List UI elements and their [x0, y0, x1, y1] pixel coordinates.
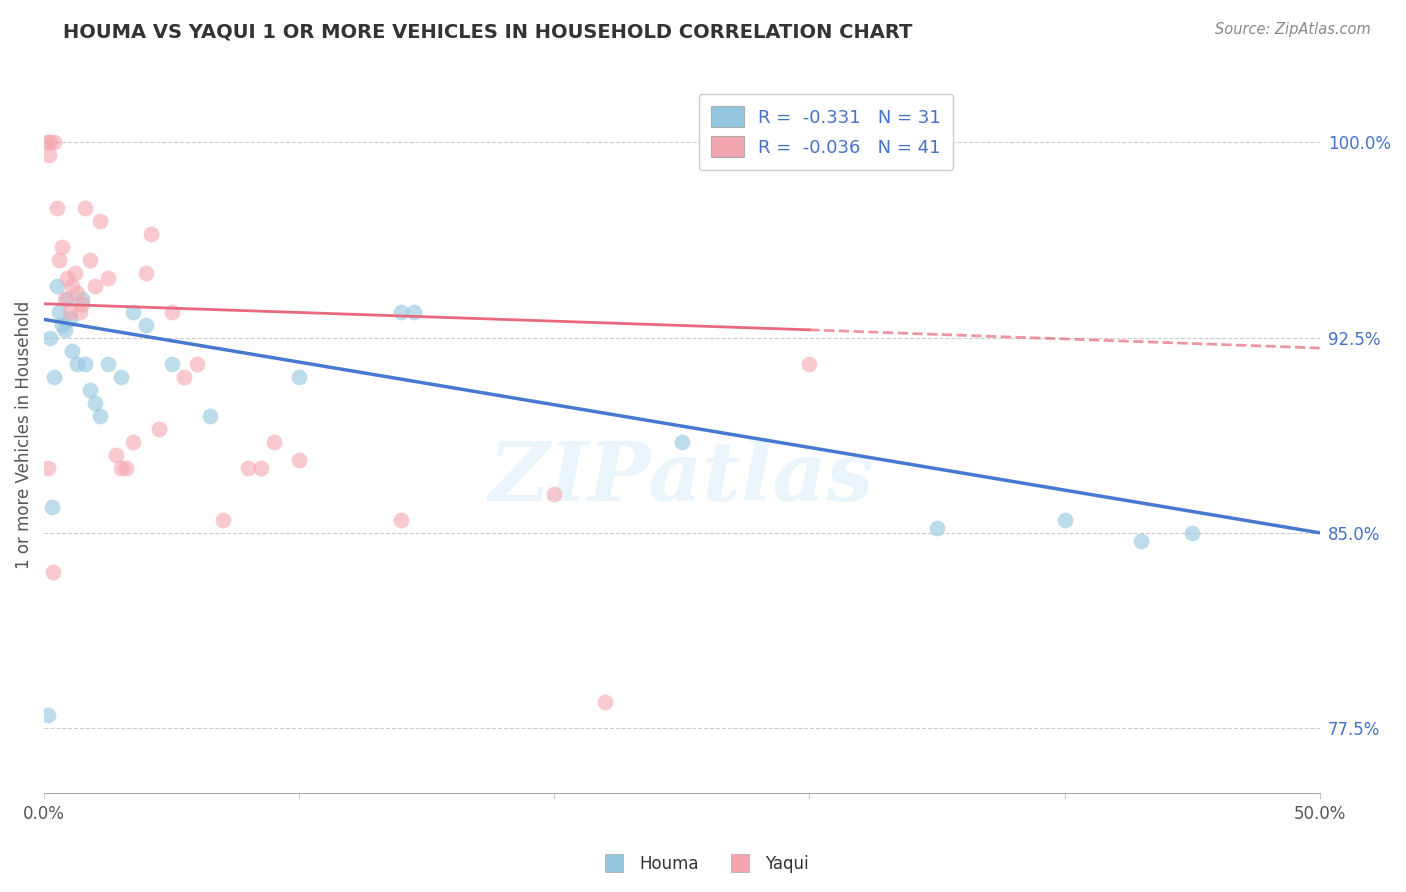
Legend: Houma, Yaqui: Houma, Yaqui	[591, 848, 815, 880]
Point	[42, 565, 65, 579]
Point	[160, 357, 183, 371]
Point	[73, 201, 96, 215]
Point	[288, 369, 311, 384]
Point	[110, 369, 132, 384]
Text: Source: ZipAtlas.com: Source: ZipAtlas.com	[1215, 22, 1371, 37]
Point	[89, 409, 111, 423]
Point	[135, 318, 157, 332]
Point	[59, 312, 82, 326]
Point	[45, 278, 67, 293]
Point	[56, 270, 79, 285]
Point	[79, 252, 101, 267]
Point	[288, 453, 311, 467]
Point	[72, 292, 94, 306]
Point	[73, 357, 96, 371]
Point	[402, 304, 425, 318]
Point	[53, 323, 76, 337]
Point	[389, 513, 412, 527]
Point	[66, 357, 89, 371]
Point	[238, 460, 260, 475]
Point	[160, 304, 183, 318]
Point	[79, 383, 101, 397]
Point	[198, 409, 221, 423]
Point	[1130, 533, 1153, 548]
Point	[148, 422, 170, 436]
Point	[122, 434, 145, 449]
Text: ZIPatlas: ZIPatlas	[489, 438, 875, 518]
Point	[799, 357, 821, 371]
Point	[37, 460, 59, 475]
Point	[84, 395, 107, 409]
Point	[66, 286, 89, 301]
Point	[211, 513, 233, 527]
Point	[141, 227, 163, 241]
Point	[44, 136, 66, 150]
Point	[51, 318, 73, 332]
Point	[925, 520, 948, 534]
Point	[263, 434, 285, 449]
Point	[41, 500, 63, 514]
Legend: R =  -0.331   N = 31, R =  -0.036   N = 41: R = -0.331 N = 31, R = -0.036 N = 41	[699, 94, 953, 169]
Point	[56, 292, 79, 306]
Point	[69, 304, 91, 318]
Point	[543, 487, 565, 501]
Point	[59, 304, 82, 318]
Point	[39, 136, 62, 150]
Point	[48, 304, 70, 318]
Point	[38, 148, 60, 162]
Point	[48, 252, 70, 267]
Point	[595, 695, 617, 709]
Point	[110, 460, 132, 475]
Point	[250, 460, 273, 475]
Point	[37, 707, 59, 722]
Point	[97, 270, 120, 285]
Y-axis label: 1 or more Vehicles in Household: 1 or more Vehicles in Household	[15, 301, 32, 569]
Point	[173, 369, 195, 384]
Point	[104, 448, 127, 462]
Point	[60, 343, 83, 358]
Point	[122, 304, 145, 318]
Point	[63, 266, 86, 280]
Point	[39, 331, 62, 345]
Point	[53, 292, 76, 306]
Point	[135, 266, 157, 280]
Point	[1053, 513, 1076, 527]
Point	[389, 304, 412, 318]
Point	[45, 201, 67, 215]
Point	[114, 460, 136, 475]
Point	[60, 278, 83, 293]
Point	[97, 357, 120, 371]
Text: HOUMA VS YAQUI 1 OR MORE VEHICLES IN HOUSEHOLD CORRELATION CHART: HOUMA VS YAQUI 1 OR MORE VEHICLES IN HOU…	[63, 22, 912, 41]
Point	[35, 136, 58, 150]
Point	[84, 278, 107, 293]
Point	[671, 434, 693, 449]
Point	[44, 369, 66, 384]
Point	[1181, 525, 1204, 540]
Point	[72, 297, 94, 311]
Point	[186, 357, 208, 371]
Point	[51, 239, 73, 253]
Point	[89, 213, 111, 227]
